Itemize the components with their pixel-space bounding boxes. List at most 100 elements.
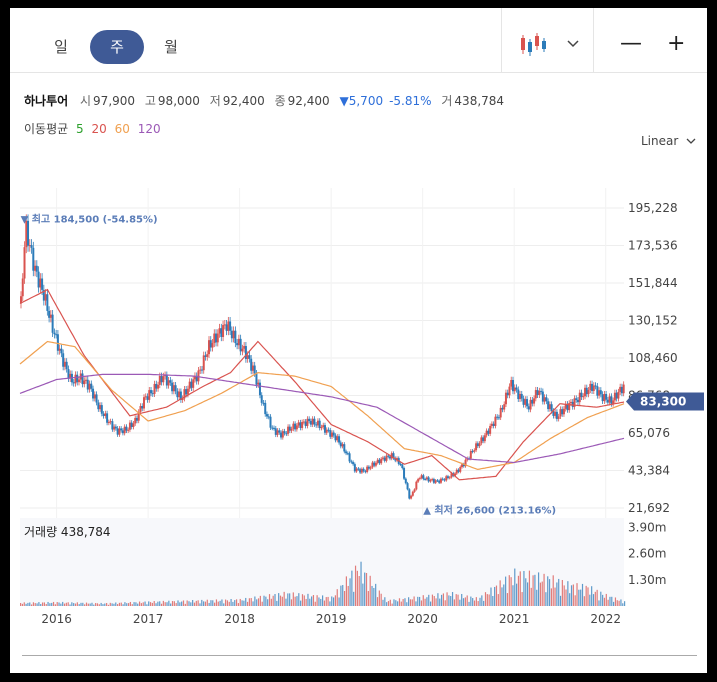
scale-selector[interactable]: Linear — [641, 134, 696, 148]
volume-bar — [305, 598, 307, 606]
candle-body — [529, 399, 532, 410]
tab-day[interactable]: 일 — [54, 38, 68, 56]
candle-body — [399, 463, 402, 465]
volume-bar — [364, 572, 366, 606]
volume-bar — [252, 601, 254, 606]
candle-body — [601, 394, 604, 402]
volume-bar — [268, 594, 271, 606]
candle-body — [280, 432, 283, 438]
candle-body — [561, 409, 564, 415]
chevron-down-icon[interactable] — [567, 40, 579, 48]
volume-bar — [525, 578, 527, 606]
candle-body — [30, 245, 33, 248]
volume-bar — [411, 599, 413, 606]
volume-bar — [329, 601, 331, 606]
volume-bar — [20, 603, 22, 606]
candle-body — [55, 334, 58, 336]
tab-month[interactable]: 월 — [164, 38, 178, 56]
candle-body — [93, 394, 96, 399]
candle-body — [223, 324, 226, 326]
low-label: 저 — [209, 94, 221, 108]
candle-body — [622, 384, 625, 394]
volume-bar — [342, 585, 344, 606]
candle-body — [568, 403, 571, 411]
candle-body — [592, 385, 595, 391]
moving-average-legend: 이동평균 5 20 60 120 — [24, 120, 161, 137]
candle-body — [504, 392, 507, 405]
volume-bar — [591, 586, 593, 606]
candle-body — [81, 373, 84, 385]
candle-body — [367, 466, 370, 469]
volume-bar — [620, 599, 622, 606]
volume-bar — [563, 585, 565, 606]
volume-bar — [106, 602, 108, 606]
candle-body — [606, 399, 609, 403]
volume-bar — [468, 601, 470, 606]
volume-bar — [596, 589, 598, 606]
price-chart[interactable]: 195,228173,536151,844130,152108,46086,76… — [10, 8, 707, 648]
tab-week[interactable]: 주 — [90, 30, 144, 64]
volume-bar — [263, 595, 265, 606]
volume-bar — [528, 570, 531, 606]
volume-bar — [30, 604, 33, 606]
volume-bar — [138, 601, 141, 606]
volume-bar — [221, 599, 223, 606]
zoom-out-button[interactable]: — — [620, 31, 642, 56]
volume-bar — [523, 570, 525, 606]
volume-bar — [217, 601, 219, 606]
candle-body — [171, 382, 174, 392]
volume-bar — [149, 602, 152, 606]
candle-body — [311, 418, 314, 425]
volume-bar — [36, 603, 38, 606]
candle-body — [569, 401, 572, 404]
ma60-line — [19, 340, 625, 471]
volume-bar — [378, 590, 380, 606]
candle-body — [130, 422, 133, 427]
candle-body — [265, 414, 268, 417]
volume-bar — [248, 598, 250, 606]
candle-body — [434, 480, 437, 483]
volume-bar — [484, 592, 487, 606]
candle-body — [208, 340, 211, 355]
volume-bar — [133, 602, 135, 606]
volume-bar — [181, 601, 183, 606]
volume-bar — [309, 598, 311, 606]
volume-bar — [250, 598, 252, 606]
candle-body — [506, 392, 509, 396]
volume-bar — [52, 601, 55, 606]
volume-bar — [170, 603, 172, 606]
volume-bar — [594, 591, 596, 606]
candle-body — [406, 483, 409, 490]
year-tick-label: 2016 — [41, 612, 72, 626]
candle-body — [620, 386, 623, 394]
volume-bar — [118, 602, 121, 606]
volume-bar — [605, 593, 607, 606]
volume-bar — [387, 601, 390, 606]
volume-bar — [400, 601, 402, 606]
candle-body — [313, 418, 316, 425]
candle-body — [49, 314, 52, 318]
ma60-label: 60 — [114, 122, 130, 136]
volume-bar — [607, 599, 609, 606]
candle-body — [220, 328, 223, 337]
volume-bar — [347, 585, 349, 606]
candle-body — [88, 383, 91, 390]
candlestick-icon[interactable] — [520, 32, 550, 58]
volume-tick-label: 1.30m — [628, 573, 666, 587]
volume-bar — [137, 603, 139, 606]
volume-bar — [457, 594, 459, 606]
volume-bar — [199, 603, 201, 606]
year-tick-label: 2018 — [224, 612, 255, 626]
candle-body — [378, 459, 381, 464]
candle-body — [202, 355, 205, 371]
candle-body — [431, 479, 434, 481]
volume-bar — [204, 601, 207, 606]
candle-body — [320, 427, 323, 429]
volume-bar — [539, 582, 542, 606]
candle-body — [554, 411, 557, 416]
candle-body — [538, 390, 541, 395]
candle-body — [271, 427, 274, 429]
zoom-in-button[interactable]: + — [667, 31, 686, 56]
volume-bar — [223, 603, 225, 606]
volume-bar — [481, 595, 483, 606]
